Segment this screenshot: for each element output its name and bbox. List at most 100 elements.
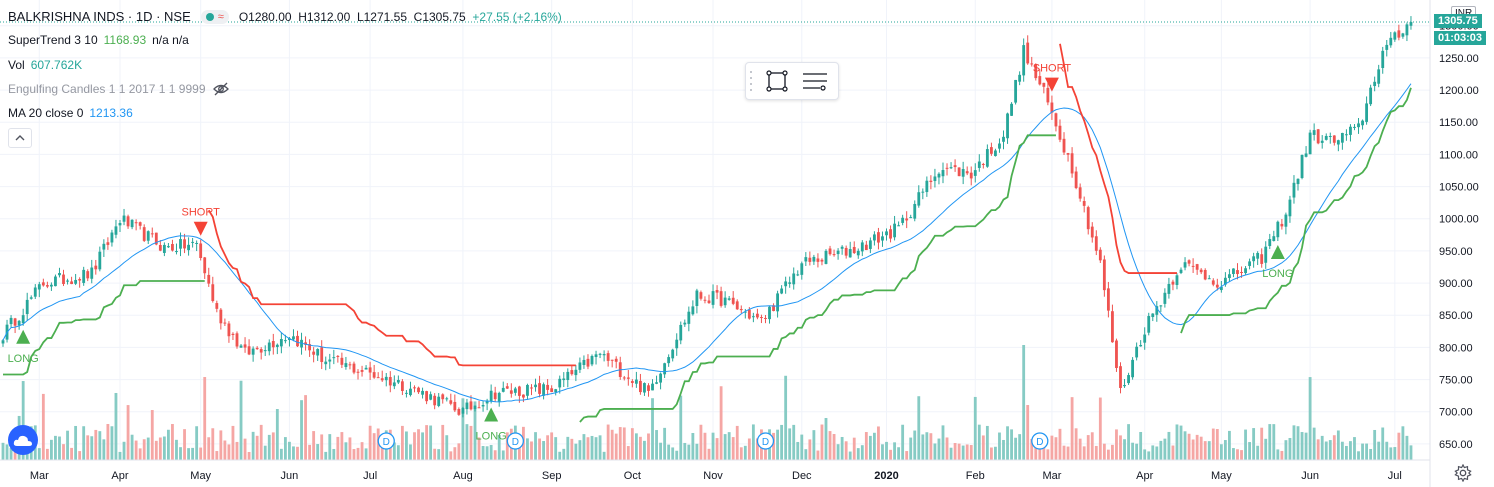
volume-bar xyxy=(877,426,880,460)
volume-bar xyxy=(1203,441,1207,460)
candle-body xyxy=(1340,132,1344,143)
candle-body xyxy=(1211,280,1215,285)
candle-body xyxy=(110,232,114,243)
floating-drawing-toolbar[interactable] xyxy=(745,62,839,100)
candle-body xyxy=(812,256,816,262)
volume-bar xyxy=(1320,435,1324,460)
volume-bar xyxy=(86,435,90,460)
candle-body xyxy=(792,273,796,285)
candle-body xyxy=(848,249,852,258)
volume-bar xyxy=(852,437,856,460)
volume-legend[interactable]: Vol 607.762K xyxy=(8,58,82,72)
volume-bar xyxy=(715,438,719,460)
volume-bar xyxy=(1252,428,1256,460)
volume-bar xyxy=(453,447,457,460)
candle-body xyxy=(1195,264,1199,270)
volume-bar xyxy=(554,437,558,460)
market-status-badge[interactable]: ≈ xyxy=(200,9,229,24)
long-signal-label: LONG xyxy=(476,431,507,443)
volume-bar xyxy=(445,435,449,460)
volume-bar xyxy=(134,440,138,460)
candle-body xyxy=(949,167,953,169)
collapse-legend-button[interactable] xyxy=(8,128,32,148)
candle-body xyxy=(957,167,961,177)
candle-body xyxy=(449,400,453,404)
candle-body xyxy=(171,244,174,251)
dividend-marker-icon xyxy=(506,432,525,450)
symbol-title[interactable]: BALKRISHNA INDS · 1D · NSE xyxy=(8,9,191,24)
candle-body xyxy=(647,385,650,391)
volume-bar xyxy=(647,433,650,460)
candle-body xyxy=(868,240,872,249)
volume-bar xyxy=(639,436,642,460)
candle-body xyxy=(534,384,537,388)
candle-body xyxy=(271,341,275,348)
volume-bar xyxy=(1256,445,1260,460)
volume-bar xyxy=(663,427,667,460)
candle-body xyxy=(679,324,683,341)
volume-bar xyxy=(106,424,110,460)
gear-icon[interactable] xyxy=(1454,464,1472,482)
volume-bar xyxy=(977,424,981,460)
volume-bar xyxy=(1123,439,1126,460)
candle-body xyxy=(1010,103,1013,116)
ma-name: MA 20 close 0 xyxy=(8,106,84,120)
candle-body xyxy=(953,165,957,168)
volume-bar xyxy=(457,443,461,460)
candle-body xyxy=(1264,246,1268,263)
volume-bar xyxy=(296,446,299,460)
volume-bar xyxy=(1098,397,1102,460)
cloud-logo-icon[interactable] xyxy=(8,425,38,455)
candle-body xyxy=(66,280,69,282)
price-axis[interactable]: 650.00 700.00 750.00 800.00 850.00 900.00 950.… xyxy=(1429,0,1479,487)
volume-bar xyxy=(941,425,945,460)
volume-bar xyxy=(300,400,303,460)
volume-bar xyxy=(62,444,65,460)
candle-body xyxy=(45,285,49,287)
short-signal-label: SHORT xyxy=(182,207,221,219)
candle-body xyxy=(602,354,606,356)
candle-body xyxy=(1022,45,1026,76)
candle-body xyxy=(606,353,610,361)
candle-body xyxy=(142,227,146,241)
candle-body xyxy=(578,362,582,370)
line-settings-button[interactable] xyxy=(796,66,834,96)
time-axis[interactable]: Mar Apr May Jun Jul Aug Sep Oct Nov Dec 2020 Feb Mar… xyxy=(0,459,1430,482)
volume-bar xyxy=(215,451,219,460)
drag-handle-icon[interactable] xyxy=(750,71,758,91)
engulfing-legend[interactable]: Engulfing Candles 1 1 2017 1 1 9999 xyxy=(8,82,230,96)
candle-body xyxy=(49,284,53,287)
volume-bar xyxy=(893,442,896,460)
volume-bar xyxy=(933,443,937,460)
candle-body xyxy=(1038,76,1042,85)
candle-body xyxy=(275,344,279,347)
volume-bar xyxy=(37,448,41,460)
volume-bar xyxy=(1336,430,1340,460)
candle-body xyxy=(1014,79,1018,103)
volume-bar xyxy=(691,432,695,460)
volume-bar xyxy=(1328,440,1332,460)
volume-bar xyxy=(961,445,965,460)
candle-body xyxy=(663,363,667,375)
candle-body xyxy=(1203,270,1207,280)
volume-bar xyxy=(727,432,731,460)
dividend-marker-icon xyxy=(377,432,395,450)
long-signal-arrow xyxy=(1270,244,1285,259)
candle-body xyxy=(643,383,646,393)
candle-body xyxy=(917,192,921,206)
candle-body xyxy=(497,392,501,402)
volume-bar xyxy=(396,445,400,460)
volume-bar xyxy=(45,448,49,460)
eye-off-icon[interactable] xyxy=(212,82,230,96)
ma-legend[interactable]: MA 20 close 0 1213.36 xyxy=(8,106,133,120)
rectangle-tool-button[interactable] xyxy=(758,66,796,96)
volume-bar xyxy=(994,446,997,460)
volume-bar xyxy=(517,441,521,460)
supertrend-legend[interactable]: SuperTrend 3 10 1168.93 n/a n/a xyxy=(8,33,189,47)
volume-bar xyxy=(441,424,445,460)
candle-body xyxy=(877,232,880,243)
candle-body xyxy=(130,219,134,228)
candle-body xyxy=(542,384,546,396)
volume-bar xyxy=(1187,433,1191,460)
